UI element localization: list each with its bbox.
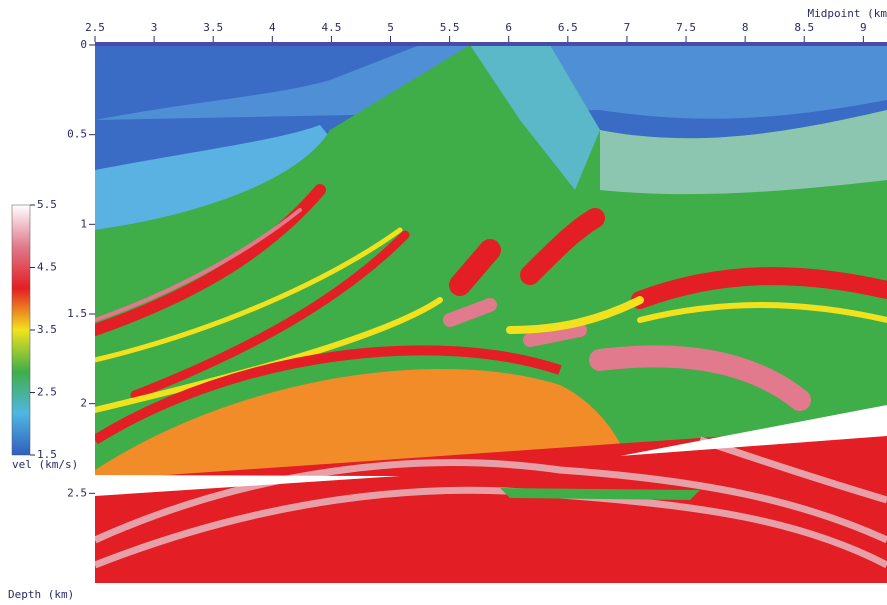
top-axis	[95, 42, 887, 46]
x-tick-label: 6	[505, 21, 512, 34]
colorbar	[12, 205, 30, 455]
x-tick-label: 3	[151, 21, 158, 34]
y-tick-label: 0	[80, 38, 87, 51]
x-tick-label: 6.5	[558, 21, 578, 34]
x-tick-label: 5.5	[440, 21, 460, 34]
y-tick-label: 1	[80, 217, 87, 230]
colorbar-tick-label: 2.5	[37, 386, 57, 399]
x-tick-label: 4	[269, 21, 276, 34]
x-tick-label: 2.5	[85, 21, 105, 34]
y-axis-title: Depth (km)	[8, 588, 74, 601]
x-tick-label: 7	[624, 21, 631, 34]
y-tick-label: 2	[80, 397, 87, 410]
y-tick-label: 0.5	[67, 128, 87, 141]
x-tick-label: 8.5	[794, 21, 814, 34]
colorbar-tick-label: 3.5	[37, 323, 57, 336]
velocity-field	[95, 45, 887, 583]
x-tick-label: 7.5	[676, 21, 696, 34]
x-tick-label: 5	[387, 21, 394, 34]
chart: Midpoint (km Depth (km) vel (km/s) 2.533…	[0, 0, 887, 605]
colorbar-tick-label: 5.5	[37, 198, 57, 211]
colorbar-tick-label: 1.5	[37, 448, 57, 461]
x-axis-title: Midpoint (km	[808, 7, 887, 20]
colorbar-tick-label: 4.5	[37, 261, 57, 274]
x-tick-label: 3.5	[203, 21, 223, 34]
x-tick-label: 9	[860, 21, 867, 34]
x-tick-label: 8	[742, 21, 749, 34]
x-tick-label: 4.5	[321, 21, 341, 34]
y-tick-label: 2.5	[67, 486, 87, 499]
y-tick-label: 1.5	[67, 307, 87, 320]
